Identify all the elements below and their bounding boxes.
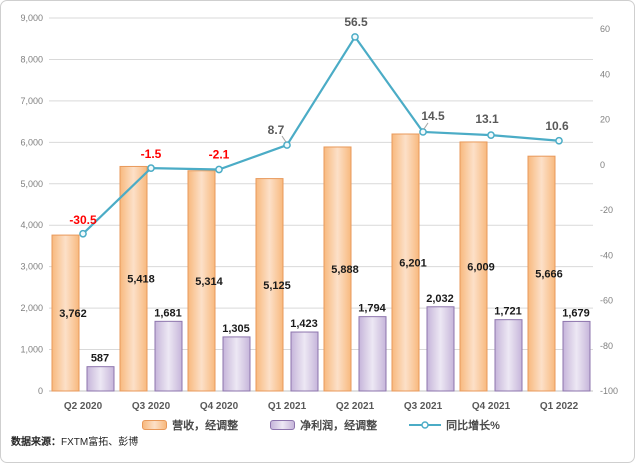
label-yoy-growth: 14.5 [421, 109, 445, 123]
x-axis-label: Q4 2020 [200, 401, 239, 412]
x-axis-label: Q4 2021 [472, 401, 511, 412]
label-revenue: 5,666 [535, 269, 563, 281]
left-axis-tick: 1,000 [20, 345, 43, 355]
bar-net-profit-Q3-2020 [154, 320, 183, 392]
legend-label: 同比增长% [446, 420, 500, 432]
line-marker-Q4-2021 [487, 131, 495, 139]
legend-swatch-icon [270, 420, 296, 430]
legend-label: 营收，经调整 [172, 420, 239, 432]
label-leader-line [281, 135, 287, 143]
bar-net-profit-Q3-2021 [426, 306, 455, 392]
right-axis-tick: 20 [600, 115, 610, 125]
right-axis-tick: 40 [600, 69, 610, 79]
label-yoy-growth: -30.5 [69, 213, 97, 227]
bar-revenue-Q3-2021 [391, 133, 420, 392]
label-revenue: 5,888 [331, 264, 359, 276]
left-axis-tick: 3,000 [20, 262, 43, 272]
yoy-growth-line [82, 35, 560, 235]
right-axis-tick: 60 [600, 24, 610, 34]
line-marker-Q1-2022 [555, 136, 563, 145]
label-yoy-growth: -1.5 [141, 147, 162, 161]
left-axis-tick: 7,000 [20, 96, 43, 106]
bar-revenue-Q3-2020 [119, 165, 148, 392]
source-label: 数据来源： [11, 437, 61, 448]
bar-revenue-Q4-2020 [187, 170, 216, 392]
left-axis-tick: 6,000 [20, 137, 43, 147]
x-axis-label: Q3 2021 [404, 401, 443, 412]
bar-net-profit-Q1-2021 [290, 331, 319, 392]
label-yoy-growth: -2.1 [209, 148, 230, 162]
label-yoy-growth: 8.7 [268, 123, 285, 137]
line-marker-Q2-2020 [79, 229, 87, 238]
label-revenue: 3,762 [59, 308, 87, 320]
right-axis-tick: -60 [600, 296, 613, 306]
right-axis-tick: -100 [600, 386, 618, 396]
label-net-profit: 1,721 [494, 306, 522, 318]
label-net-profit: 587 [91, 353, 109, 365]
left-axis-tick: 4,000 [20, 220, 43, 230]
right-axis-tick: -80 [600, 341, 613, 351]
label-revenue: 6,009 [467, 261, 495, 273]
left-axis-tick: 0 [38, 386, 43, 396]
source-note: 数据来源：FXTM富拓、彭博 [11, 433, 138, 448]
left-axis-tick: 2,000 [20, 303, 43, 313]
label-revenue: 5,418 [127, 274, 155, 286]
x-axis-label: Q1 2022 [540, 401, 579, 412]
right-axis-tick: -20 [600, 205, 613, 215]
bar-revenue-Q1-2022 [527, 155, 556, 392]
bar-net-profit-Q4-2021 [494, 319, 523, 392]
line-marker-Q3-2020 [147, 164, 155, 172]
label-revenue: 5,314 [195, 276, 223, 288]
bar-net-profit-Q1-2022 [562, 320, 591, 392]
legend-item-net-profit: 净利润，经调整 [270, 417, 377, 433]
label-yoy-growth: 56.5 [344, 15, 368, 29]
label-net-profit: 1,681 [154, 307, 182, 319]
bar-net-profit-Q4-2020 [222, 336, 251, 392]
label-net-profit: 2,032 [426, 293, 454, 305]
bar-revenue-Q2-2021 [323, 146, 352, 392]
bar-revenue-Q4-2021 [459, 141, 488, 392]
label-revenue: 5,125 [263, 280, 291, 292]
x-axis-label: Q2 2020 [64, 401, 103, 412]
left-axis-tick: 8,000 [20, 54, 43, 64]
chart-legend: 营收，经调整 净利润，经调整 同比增长% [49, 415, 593, 435]
right-axis-tick: -40 [600, 250, 613, 260]
left-axis-tick: 5,000 [20, 179, 43, 189]
label-net-profit: 1,305 [222, 323, 250, 335]
bar-revenue-Q1-2021 [255, 178, 284, 392]
x-axis-label: Q3 2020 [132, 401, 171, 412]
x-axis-label: Q2 2021 [336, 401, 375, 412]
label-leader-line [423, 122, 429, 130]
label-yoy-growth: 10.6 [545, 119, 569, 133]
label-yoy-growth: 13.1 [475, 112, 499, 126]
source-value: FXTM富拓、彭博 [61, 437, 139, 448]
right-axis-tick: 0 [600, 160, 605, 170]
bar-revenue-Q2-2020 [51, 234, 80, 392]
label-net-profit: 1,679 [562, 307, 590, 319]
legend-item-revenue: 营收，经调整 [142, 417, 238, 433]
legend-item-yoy-growth: 同比增长% [409, 417, 500, 433]
label-net-profit: 1,794 [358, 303, 386, 315]
line-marker-Q2-2021 [351, 33, 359, 41]
x-axis-label: Q1 2021 [268, 401, 307, 412]
left-axis-tick: 9,000 [20, 13, 43, 23]
legend-label: 净利润，经调整 [300, 420, 378, 432]
legend-line-marker-icon [409, 421, 442, 429]
label-net-profit: 1,423 [290, 318, 318, 330]
bar-net-profit-Q2-2021 [358, 316, 387, 392]
label-revenue: 6,201 [399, 258, 427, 270]
bar-net-profit-Q2-2020 [86, 366, 115, 392]
legend-swatch-icon [142, 420, 168, 430]
line-marker-Q4-2020 [215, 165, 223, 174]
line-marker-Q3-2021 [419, 128, 427, 136]
line-marker-Q1-2021 [283, 141, 291, 149]
